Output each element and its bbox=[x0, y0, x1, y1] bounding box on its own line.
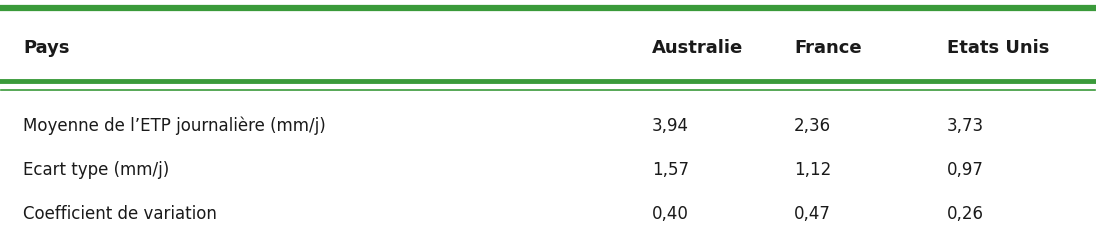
Text: 1,57: 1,57 bbox=[652, 161, 689, 179]
Text: France: France bbox=[794, 39, 861, 57]
Text: 3,73: 3,73 bbox=[947, 117, 984, 135]
Text: 2,36: 2,36 bbox=[794, 117, 831, 135]
Text: Pays: Pays bbox=[23, 39, 70, 57]
Text: 3,94: 3,94 bbox=[652, 117, 689, 135]
Text: 0,47: 0,47 bbox=[794, 205, 831, 223]
Text: Moyenne de l’ETP journalière (mm/j): Moyenne de l’ETP journalière (mm/j) bbox=[23, 117, 326, 135]
Text: 0,97: 0,97 bbox=[947, 161, 984, 179]
Text: 1,12: 1,12 bbox=[794, 161, 831, 179]
Text: 0,40: 0,40 bbox=[652, 205, 688, 223]
Text: Ecart type (mm/j): Ecart type (mm/j) bbox=[23, 161, 170, 179]
Text: Australie: Australie bbox=[652, 39, 743, 57]
Text: 0,26: 0,26 bbox=[947, 205, 984, 223]
Text: Coefficient de variation: Coefficient de variation bbox=[23, 205, 217, 223]
Text: Etats Unis: Etats Unis bbox=[947, 39, 1049, 57]
